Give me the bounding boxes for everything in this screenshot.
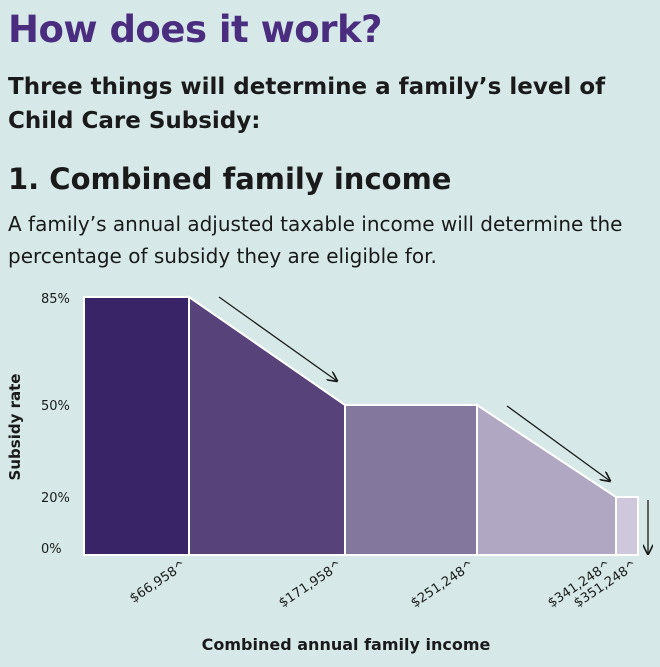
y-axis-label: Subsidy rate — [6, 374, 24, 481]
subsidy-band-5 — [615, 496, 639, 556]
page-title: How does it work? — [8, 8, 383, 51]
subsidy-band-2 — [188, 295, 346, 556]
x-tick-label: $251,248^ — [408, 558, 477, 611]
y-tick-label: 20% — [41, 491, 70, 506]
y-tick-label: 50% — [41, 399, 70, 414]
arrow-down-2 — [506, 405, 610, 481]
subsidy-band-3 — [344, 404, 478, 556]
section-description: A family’s annual adjusted taxable incom… — [8, 212, 623, 268]
subsidy-band-1 — [83, 296, 190, 556]
x-tick-label: $66,958^ — [127, 558, 189, 607]
section-heading: 1. Combined family income — [8, 162, 452, 196]
y-tick-label: 85% — [41, 292, 70, 307]
intro-text: Three things will determine a family’s l… — [8, 74, 606, 134]
x-tick-label: $171,958^ — [276, 558, 345, 611]
subsidy-band-4 — [476, 403, 617, 556]
arrow-down-1 — [218, 296, 337, 381]
y-tick-label: 0% — [41, 542, 62, 557]
x-axis-label: Combined annual family income — [202, 635, 491, 654]
